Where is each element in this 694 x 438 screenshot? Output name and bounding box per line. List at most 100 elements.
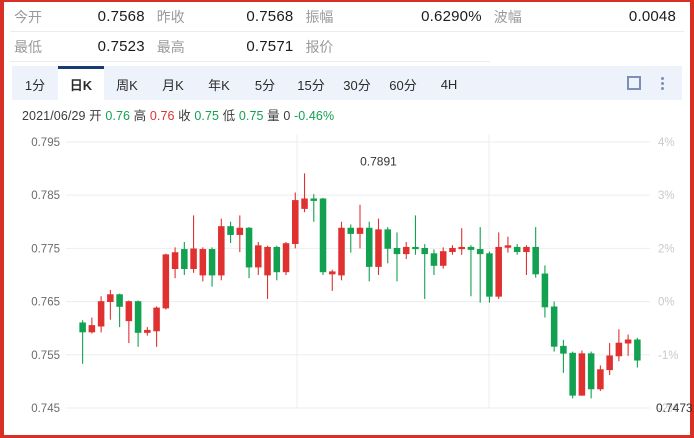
candle bbox=[541, 265, 549, 318]
candle bbox=[393, 232, 401, 282]
candle bbox=[88, 317, 96, 334]
candle bbox=[218, 218, 225, 281]
quote-cell-amplitude: 振幅 0.6290% bbox=[301, 2, 490, 32]
quote-cell-empty bbox=[490, 32, 684, 62]
quote-label: 昨收 bbox=[156, 8, 185, 25]
quote-label: 今开 bbox=[14, 8, 42, 25]
quote-value: 0.7568 bbox=[246, 8, 294, 25]
candle bbox=[504, 236, 512, 253]
tabbar-icons bbox=[626, 66, 682, 100]
tab-周K[interactable]: 周K bbox=[116, 78, 138, 93]
candle bbox=[236, 215, 244, 253]
ohlc-open-value: 0.76 bbox=[105, 109, 131, 123]
candle bbox=[587, 351, 595, 399]
candle bbox=[273, 245, 281, 281]
candle bbox=[245, 227, 253, 279]
candle bbox=[375, 218, 382, 275]
candle bbox=[569, 351, 576, 399]
ohlc-volume-label: 量 bbox=[267, 109, 280, 123]
tab-5分[interactable]: 5分 bbox=[254, 78, 276, 93]
quote-value: 0.6290% bbox=[421, 8, 482, 25]
quote-value: 0.7568 bbox=[97, 8, 145, 25]
quote-label: 最低 bbox=[14, 38, 42, 55]
candle bbox=[153, 306, 160, 347]
quote-row: 最低 0.7523 最高 0.7571 报价 bbox=[10, 32, 684, 62]
candle bbox=[578, 350, 586, 396]
candle bbox=[144, 327, 151, 336]
quote-value: 0.7571 bbox=[246, 38, 294, 55]
tab-月K[interactable]: 月K bbox=[162, 78, 184, 93]
ohlc-high-value: 0.76 bbox=[149, 109, 175, 123]
ohlc-change-pct: -0.46% bbox=[293, 109, 335, 123]
candle bbox=[97, 296, 105, 333]
candle bbox=[458, 228, 465, 255]
candle bbox=[356, 204, 364, 249]
candle bbox=[476, 227, 484, 303]
candle bbox=[134, 300, 142, 347]
ohlc-close-value: 0.75 bbox=[194, 109, 220, 123]
ohlc-close-label: 收 bbox=[178, 109, 191, 123]
candle bbox=[412, 215, 419, 255]
candle bbox=[255, 242, 262, 275]
candle bbox=[199, 247, 207, 282]
quote-row: 今开 0.7568 昨收 0.7568 振幅 0.6290% 波幅 0.0048 bbox=[10, 2, 684, 32]
right-axis-tick: -1% bbox=[658, 350, 678, 362]
quote-value: 0.0048 bbox=[628, 8, 676, 25]
candle bbox=[301, 173, 308, 213]
candle bbox=[597, 365, 604, 391]
candle bbox=[171, 247, 179, 279]
ohlc-high-label: 高 bbox=[133, 109, 147, 123]
candle bbox=[560, 339, 567, 373]
tabbar-spacer bbox=[472, 66, 626, 100]
tab-1分[interactable]: 1分 bbox=[24, 78, 46, 93]
quote-cell-range: 波幅 0.0048 bbox=[489, 2, 684, 32]
candle bbox=[421, 244, 428, 299]
quote-value: 0.7523 bbox=[97, 38, 145, 55]
right-axis-tick: -2% bbox=[658, 403, 678, 415]
candle bbox=[486, 251, 493, 303]
candle bbox=[292, 192, 299, 249]
candle bbox=[634, 337, 641, 368]
candlestick-chart[interactable]: 0.795 0.785 0.775 0.765 0.755 0.745 4% 3% 2% 0% -1… bbox=[10, 126, 692, 418]
candle bbox=[338, 221, 345, 281]
candle bbox=[430, 249, 438, 275]
quote-label: 报价 bbox=[305, 38, 334, 55]
period-tabbar-wrap: 1分 日K 周K 月K 年K 5分 15分 30分 60分 4H bbox=[4, 62, 690, 100]
quote-label: 最高 bbox=[156, 38, 185, 55]
chart-svg: 0.795 0.785 0.775 0.765 0.755 0.745 4% 3% 2% 0% -1… bbox=[31, 134, 692, 415]
tab-15分[interactable]: 15分 bbox=[297, 78, 325, 93]
price-annotation: 0.7473 bbox=[656, 401, 692, 415]
tab-日K[interactable]: 日K bbox=[58, 66, 104, 100]
candle bbox=[550, 301, 558, 352]
tab-60分[interactable]: 60分 bbox=[389, 78, 417, 93]
price-annotation: 0.7891 bbox=[360, 154, 397, 168]
quote-cell-open: 今开 0.7568 bbox=[10, 2, 153, 32]
right-axis-tick: 2% bbox=[658, 243, 675, 255]
quote-cell-high: 最高 0.7571 bbox=[152, 32, 302, 62]
right-axis-tick: 0% bbox=[658, 297, 675, 309]
candle bbox=[310, 194, 318, 222]
fullscreen-icon[interactable] bbox=[626, 75, 642, 91]
candle bbox=[402, 242, 410, 260]
candle bbox=[439, 247, 447, 269]
candle bbox=[282, 242, 290, 275]
tab-年K[interactable]: 年K bbox=[208, 78, 230, 93]
candle bbox=[227, 221, 234, 244]
ohlc-volume-value: 0 bbox=[283, 109, 291, 123]
tab-30分[interactable]: 30分 bbox=[343, 78, 371, 93]
candle bbox=[365, 221, 373, 282]
y-axis-tick: 0.775 bbox=[31, 243, 60, 255]
y-axis-tick: 0.755 bbox=[31, 350, 60, 362]
y-axis-tick: 0.785 bbox=[31, 190, 60, 202]
candle bbox=[319, 197, 327, 275]
candle bbox=[116, 293, 123, 328]
quote-label: 波幅 bbox=[493, 8, 522, 25]
more-vertical-icon[interactable] bbox=[654, 75, 670, 91]
candle bbox=[624, 334, 632, 356]
tab-4H[interactable]: 4H bbox=[440, 77, 458, 92]
candle bbox=[615, 329, 623, 362]
candle bbox=[347, 224, 355, 253]
ohlc-open-label: 开 bbox=[89, 109, 102, 123]
candle bbox=[181, 242, 188, 275]
